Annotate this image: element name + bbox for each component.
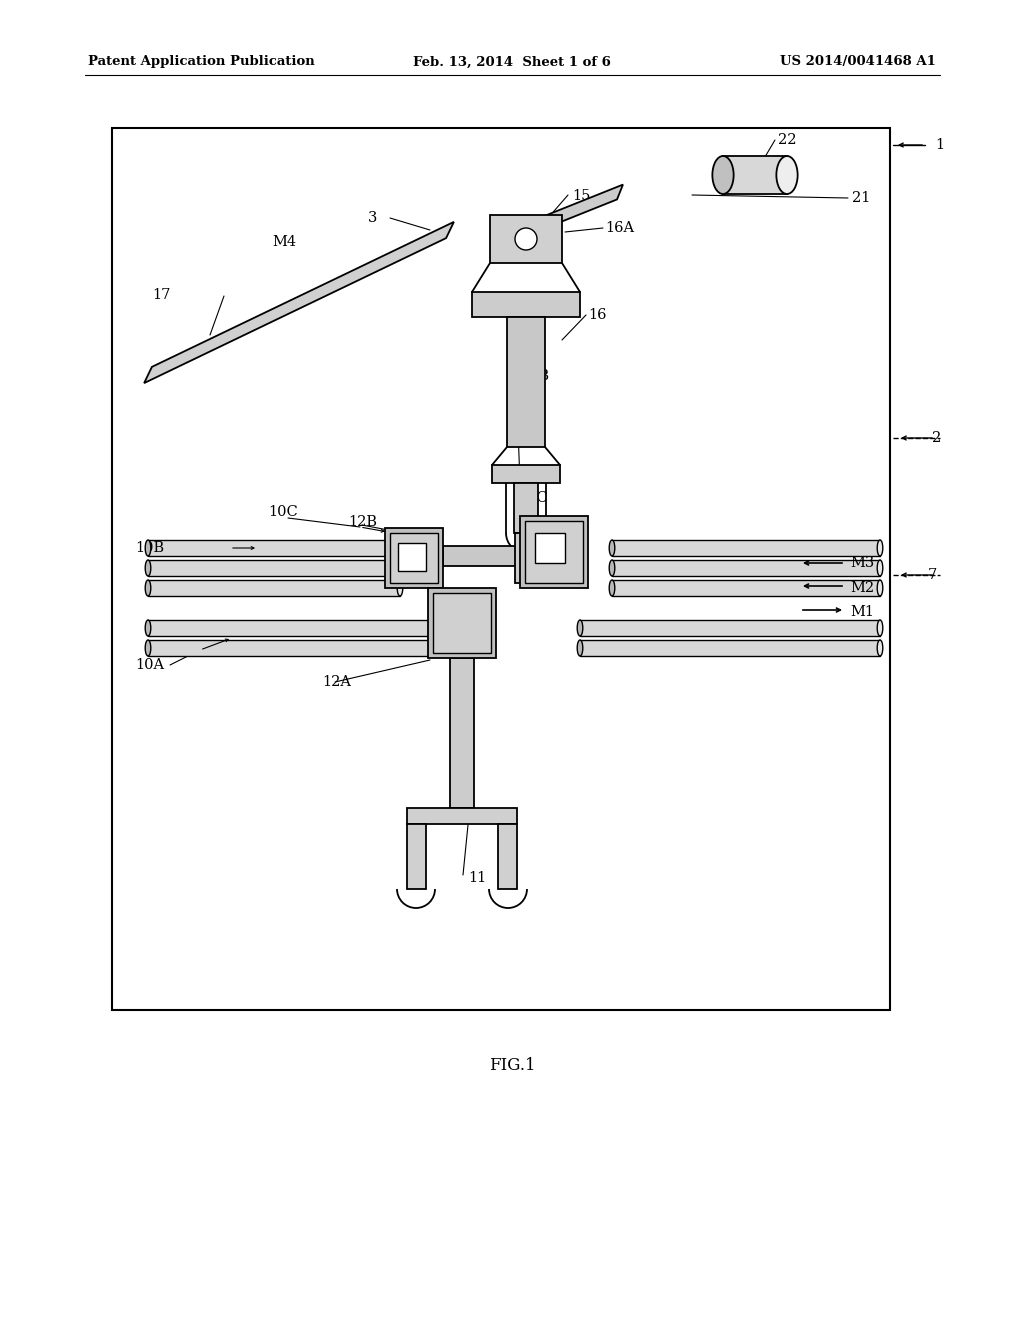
Text: 15: 15 xyxy=(572,189,591,203)
Bar xyxy=(507,317,545,447)
Text: US 2014/0041468 A1: US 2014/0041468 A1 xyxy=(780,55,936,69)
Ellipse shape xyxy=(878,620,883,636)
Bar xyxy=(490,215,562,263)
Bar xyxy=(443,546,520,566)
Text: M2: M2 xyxy=(850,581,874,595)
Bar xyxy=(520,516,588,587)
Bar xyxy=(148,540,400,556)
Bar xyxy=(580,640,880,656)
Bar xyxy=(514,483,538,533)
Bar xyxy=(112,128,890,1010)
Ellipse shape xyxy=(713,156,733,194)
Text: 16B: 16B xyxy=(520,370,549,383)
Bar xyxy=(535,533,565,564)
Ellipse shape xyxy=(515,228,537,249)
Bar xyxy=(148,560,400,576)
Bar xyxy=(407,808,517,824)
Text: 10A: 10A xyxy=(135,657,164,672)
Text: M3: M3 xyxy=(850,556,874,570)
Ellipse shape xyxy=(445,620,451,636)
Bar xyxy=(472,292,580,317)
Bar xyxy=(612,540,880,556)
Ellipse shape xyxy=(578,620,583,636)
Polygon shape xyxy=(144,222,454,383)
Ellipse shape xyxy=(878,579,883,597)
Text: 10B: 10B xyxy=(135,541,164,554)
Ellipse shape xyxy=(397,579,402,597)
Bar xyxy=(390,533,438,583)
Text: M4: M4 xyxy=(272,235,296,249)
Ellipse shape xyxy=(145,640,151,656)
Text: 12A: 12A xyxy=(322,675,351,689)
Text: 12B: 12B xyxy=(348,515,377,529)
Bar xyxy=(398,543,426,572)
Ellipse shape xyxy=(878,560,883,576)
Bar xyxy=(723,156,787,194)
Bar xyxy=(515,533,539,583)
Text: 21: 21 xyxy=(852,191,870,205)
Ellipse shape xyxy=(609,560,614,576)
Bar xyxy=(525,521,583,583)
Text: Feb. 13, 2014  Sheet 1 of 6: Feb. 13, 2014 Sheet 1 of 6 xyxy=(413,55,611,69)
Bar xyxy=(492,465,560,483)
Bar xyxy=(385,528,443,587)
Text: 3: 3 xyxy=(368,211,378,224)
Ellipse shape xyxy=(878,640,883,656)
Ellipse shape xyxy=(445,640,451,656)
Ellipse shape xyxy=(609,579,614,597)
Ellipse shape xyxy=(145,560,151,576)
Ellipse shape xyxy=(878,540,883,556)
Bar xyxy=(407,824,426,888)
Ellipse shape xyxy=(397,540,402,556)
Text: 2: 2 xyxy=(932,432,941,445)
Text: Patent Application Publication: Patent Application Publication xyxy=(88,55,314,69)
Text: 12C: 12C xyxy=(518,491,548,506)
Bar xyxy=(148,640,449,656)
Text: M1: M1 xyxy=(850,605,874,619)
Text: 16: 16 xyxy=(588,308,606,322)
Ellipse shape xyxy=(145,540,151,556)
Ellipse shape xyxy=(776,156,798,194)
Bar xyxy=(580,620,880,636)
Polygon shape xyxy=(527,185,623,235)
Bar xyxy=(433,593,490,653)
Ellipse shape xyxy=(397,560,402,576)
Text: 17: 17 xyxy=(152,288,170,302)
Ellipse shape xyxy=(145,620,151,636)
Text: 1: 1 xyxy=(935,139,944,152)
Text: 16A: 16A xyxy=(605,220,634,235)
Text: FIG.1: FIG.1 xyxy=(488,1056,536,1073)
Text: 11: 11 xyxy=(468,871,486,884)
Bar xyxy=(428,587,496,657)
Bar xyxy=(498,824,517,888)
Text: 22: 22 xyxy=(778,133,797,147)
Bar xyxy=(148,579,400,597)
Text: 7: 7 xyxy=(928,568,937,582)
Ellipse shape xyxy=(145,579,151,597)
Ellipse shape xyxy=(578,640,583,656)
Bar xyxy=(612,560,880,576)
Bar xyxy=(148,620,449,636)
Ellipse shape xyxy=(609,540,614,556)
Bar xyxy=(450,657,474,808)
Text: 10C: 10C xyxy=(268,506,298,519)
Bar xyxy=(612,579,880,597)
